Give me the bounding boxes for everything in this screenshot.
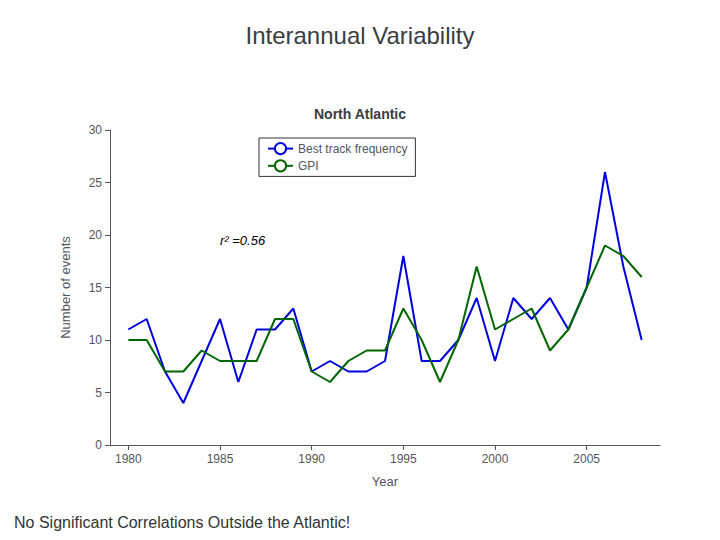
svg-text:1980: 1980 — [115, 452, 142, 466]
svg-text:r² =0.56: r² =0.56 — [220, 233, 266, 248]
svg-text:0: 0 — [95, 438, 102, 452]
svg-text:2000: 2000 — [482, 452, 509, 466]
svg-text:1995: 1995 — [390, 452, 417, 466]
svg-text:5: 5 — [95, 386, 102, 400]
svg-text:25: 25 — [89, 176, 103, 190]
svg-text:2005: 2005 — [573, 452, 600, 466]
svg-text:30: 30 — [89, 123, 103, 137]
svg-text:Interannual Variability: Interannual Variability — [245, 22, 474, 49]
svg-text:Number of events: Number of events — [58, 236, 73, 339]
svg-text:15: 15 — [89, 281, 103, 295]
svg-text:10: 10 — [89, 333, 103, 347]
svg-text:GPI: GPI — [298, 159, 319, 173]
svg-text:20: 20 — [89, 228, 103, 242]
svg-text:No Significant Correlations Ou: No Significant Correlations Outside the … — [14, 514, 350, 531]
svg-text:1990: 1990 — [298, 452, 325, 466]
svg-text:1985: 1985 — [207, 452, 234, 466]
svg-text:Best track frequency: Best track frequency — [298, 142, 407, 156]
svg-text:Year: Year — [372, 474, 399, 489]
svg-text:North Atlantic: North Atlantic — [314, 106, 406, 122]
